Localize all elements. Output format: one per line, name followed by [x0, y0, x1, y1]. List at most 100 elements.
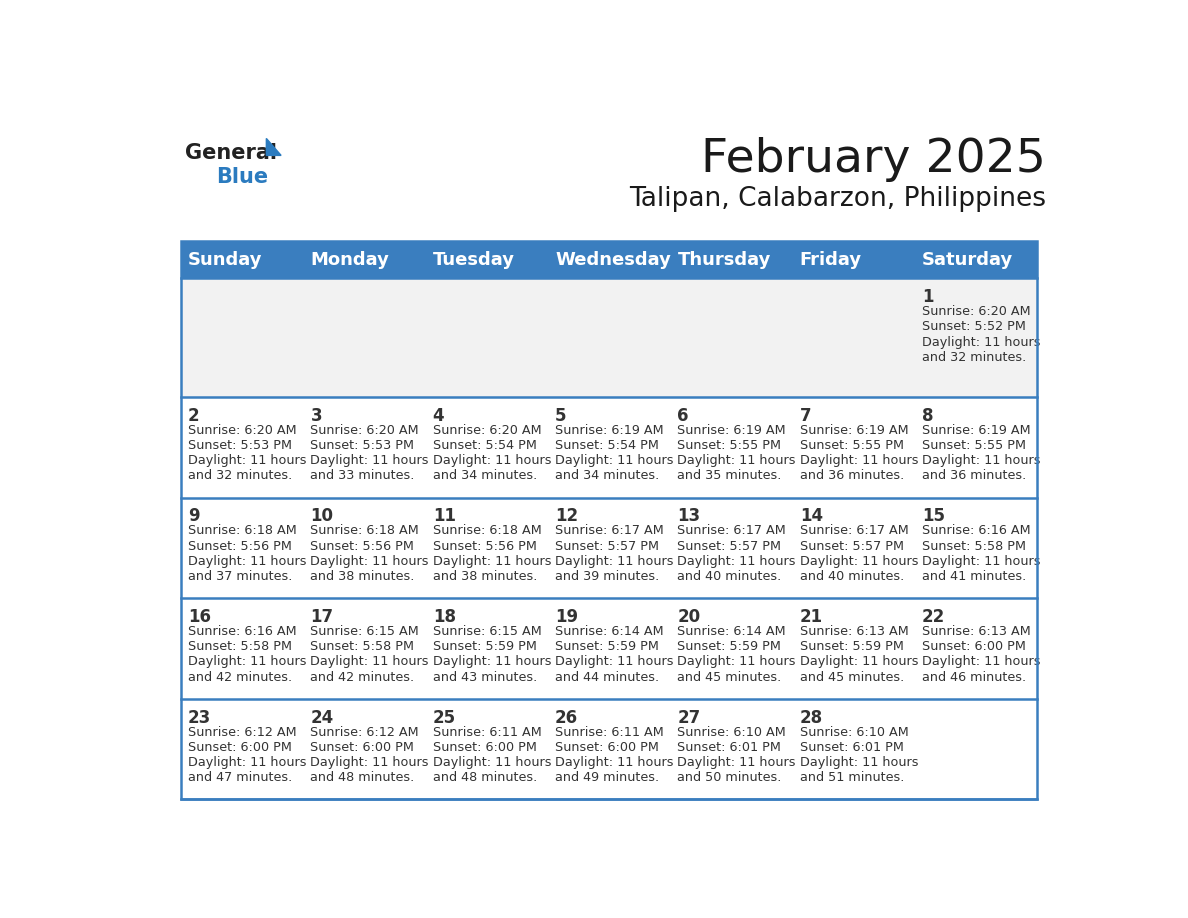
Text: February 2025: February 2025	[701, 137, 1047, 182]
Text: 24: 24	[310, 709, 334, 727]
Text: 25: 25	[432, 709, 456, 727]
Text: Sunrise: 6:20 AM: Sunrise: 6:20 AM	[922, 305, 1031, 319]
Text: Sunset: 5:55 PM: Sunset: 5:55 PM	[800, 439, 904, 452]
Text: Daylight: 11 hours: Daylight: 11 hours	[432, 454, 551, 467]
Text: 5: 5	[555, 407, 567, 425]
Polygon shape	[266, 139, 282, 155]
Text: and 42 minutes.: and 42 minutes.	[310, 670, 415, 684]
Text: Sunrise: 6:18 AM: Sunrise: 6:18 AM	[432, 524, 542, 537]
Text: and 43 minutes.: and 43 minutes.	[432, 670, 537, 684]
Text: Sunrise: 6:18 AM: Sunrise: 6:18 AM	[188, 524, 297, 537]
Text: Sunset: 5:58 PM: Sunset: 5:58 PM	[922, 540, 1026, 553]
Text: and 33 minutes.: and 33 minutes.	[310, 469, 415, 482]
Text: Daylight: 11 hours: Daylight: 11 hours	[800, 554, 918, 567]
Text: and 36 minutes.: and 36 minutes.	[800, 469, 904, 482]
Text: 16: 16	[188, 608, 211, 626]
Text: 21: 21	[800, 608, 823, 626]
Text: and 41 minutes.: and 41 minutes.	[922, 570, 1026, 583]
FancyBboxPatch shape	[181, 498, 1037, 599]
Text: Sunset: 5:54 PM: Sunset: 5:54 PM	[555, 439, 659, 452]
Text: Daylight: 11 hours: Daylight: 11 hours	[922, 336, 1041, 349]
Text: Blue: Blue	[216, 167, 267, 187]
Text: and 46 minutes.: and 46 minutes.	[922, 670, 1026, 684]
Text: Sunrise: 6:16 AM: Sunrise: 6:16 AM	[922, 524, 1031, 537]
Text: 23: 23	[188, 709, 211, 727]
Text: Daylight: 11 hours: Daylight: 11 hours	[310, 655, 429, 668]
Text: and 38 minutes.: and 38 minutes.	[432, 570, 537, 583]
Text: Thursday: Thursday	[677, 251, 771, 269]
Text: 12: 12	[555, 508, 579, 525]
Text: and 34 minutes.: and 34 minutes.	[555, 469, 659, 482]
Text: Daylight: 11 hours: Daylight: 11 hours	[188, 454, 307, 467]
FancyBboxPatch shape	[792, 241, 915, 278]
Text: Daylight: 11 hours: Daylight: 11 hours	[922, 454, 1041, 467]
Text: Daylight: 11 hours: Daylight: 11 hours	[188, 756, 307, 769]
Text: Sunset: 5:59 PM: Sunset: 5:59 PM	[800, 640, 904, 654]
Text: and 49 minutes.: and 49 minutes.	[555, 771, 659, 784]
Text: Daylight: 11 hours: Daylight: 11 hours	[188, 655, 307, 668]
Text: Sunday: Sunday	[188, 251, 263, 269]
Text: Sunrise: 6:15 AM: Sunrise: 6:15 AM	[432, 625, 542, 638]
Text: 11: 11	[432, 508, 456, 525]
Text: Daylight: 11 hours: Daylight: 11 hours	[432, 554, 551, 567]
Text: and 48 minutes.: and 48 minutes.	[432, 771, 537, 784]
Text: Sunset: 6:00 PM: Sunset: 6:00 PM	[432, 741, 537, 754]
Text: and 35 minutes.: and 35 minutes.	[677, 469, 782, 482]
Text: Daylight: 11 hours: Daylight: 11 hours	[922, 655, 1041, 668]
Text: Sunset: 6:00 PM: Sunset: 6:00 PM	[188, 741, 292, 754]
FancyBboxPatch shape	[181, 599, 1037, 699]
Text: Sunset: 5:56 PM: Sunset: 5:56 PM	[310, 540, 415, 553]
FancyBboxPatch shape	[181, 397, 1037, 498]
Text: 26: 26	[555, 709, 579, 727]
Text: 28: 28	[800, 709, 823, 727]
Text: and 47 minutes.: and 47 minutes.	[188, 771, 292, 784]
Text: 9: 9	[188, 508, 200, 525]
Text: Daylight: 11 hours: Daylight: 11 hours	[555, 454, 674, 467]
Text: Sunrise: 6:12 AM: Sunrise: 6:12 AM	[188, 725, 297, 739]
Text: Daylight: 11 hours: Daylight: 11 hours	[677, 454, 796, 467]
Text: Sunrise: 6:12 AM: Sunrise: 6:12 AM	[310, 725, 419, 739]
Text: 19: 19	[555, 608, 579, 626]
Text: Sunset: 6:01 PM: Sunset: 6:01 PM	[677, 741, 782, 754]
Text: 13: 13	[677, 508, 701, 525]
Text: Daylight: 11 hours: Daylight: 11 hours	[432, 655, 551, 668]
Text: Sunset: 5:53 PM: Sunset: 5:53 PM	[310, 439, 415, 452]
Text: Sunrise: 6:20 AM: Sunrise: 6:20 AM	[310, 424, 419, 437]
Text: Sunset: 5:54 PM: Sunset: 5:54 PM	[432, 439, 537, 452]
Text: and 50 minutes.: and 50 minutes.	[677, 771, 782, 784]
Text: Sunset: 5:55 PM: Sunset: 5:55 PM	[922, 439, 1026, 452]
Text: Daylight: 11 hours: Daylight: 11 hours	[800, 454, 918, 467]
Text: and 39 minutes.: and 39 minutes.	[555, 570, 659, 583]
Text: Sunrise: 6:20 AM: Sunrise: 6:20 AM	[432, 424, 542, 437]
Text: 3: 3	[310, 407, 322, 425]
Text: Sunrise: 6:10 AM: Sunrise: 6:10 AM	[677, 725, 786, 739]
Text: Saturday: Saturday	[922, 251, 1013, 269]
Text: Sunset: 5:56 PM: Sunset: 5:56 PM	[188, 540, 292, 553]
Text: and 38 minutes.: and 38 minutes.	[310, 570, 415, 583]
Text: and 40 minutes.: and 40 minutes.	[800, 570, 904, 583]
Text: and 45 minutes.: and 45 minutes.	[800, 670, 904, 684]
FancyBboxPatch shape	[425, 241, 548, 278]
Text: Daylight: 11 hours: Daylight: 11 hours	[677, 756, 796, 769]
Text: Sunrise: 6:14 AM: Sunrise: 6:14 AM	[677, 625, 786, 638]
Text: 6: 6	[677, 407, 689, 425]
Text: and 32 minutes.: and 32 minutes.	[188, 469, 292, 482]
Text: Daylight: 11 hours: Daylight: 11 hours	[555, 655, 674, 668]
Text: and 48 minutes.: and 48 minutes.	[310, 771, 415, 784]
Text: Sunset: 5:59 PM: Sunset: 5:59 PM	[677, 640, 782, 654]
Text: Daylight: 11 hours: Daylight: 11 hours	[432, 756, 551, 769]
Text: 4: 4	[432, 407, 444, 425]
Text: Sunrise: 6:11 AM: Sunrise: 6:11 AM	[432, 725, 542, 739]
FancyBboxPatch shape	[181, 278, 1037, 397]
Text: Sunset: 6:00 PM: Sunset: 6:00 PM	[310, 741, 415, 754]
Text: Daylight: 11 hours: Daylight: 11 hours	[800, 756, 918, 769]
Text: Talipan, Calabarzon, Philippines: Talipan, Calabarzon, Philippines	[630, 186, 1047, 212]
FancyBboxPatch shape	[303, 241, 425, 278]
Text: 1: 1	[922, 288, 934, 307]
Text: Sunrise: 6:11 AM: Sunrise: 6:11 AM	[555, 725, 664, 739]
Text: Sunset: 5:58 PM: Sunset: 5:58 PM	[310, 640, 415, 654]
Text: Tuesday: Tuesday	[432, 251, 514, 269]
FancyBboxPatch shape	[915, 241, 1037, 278]
Text: 15: 15	[922, 508, 944, 525]
Text: Sunset: 5:57 PM: Sunset: 5:57 PM	[677, 540, 782, 553]
